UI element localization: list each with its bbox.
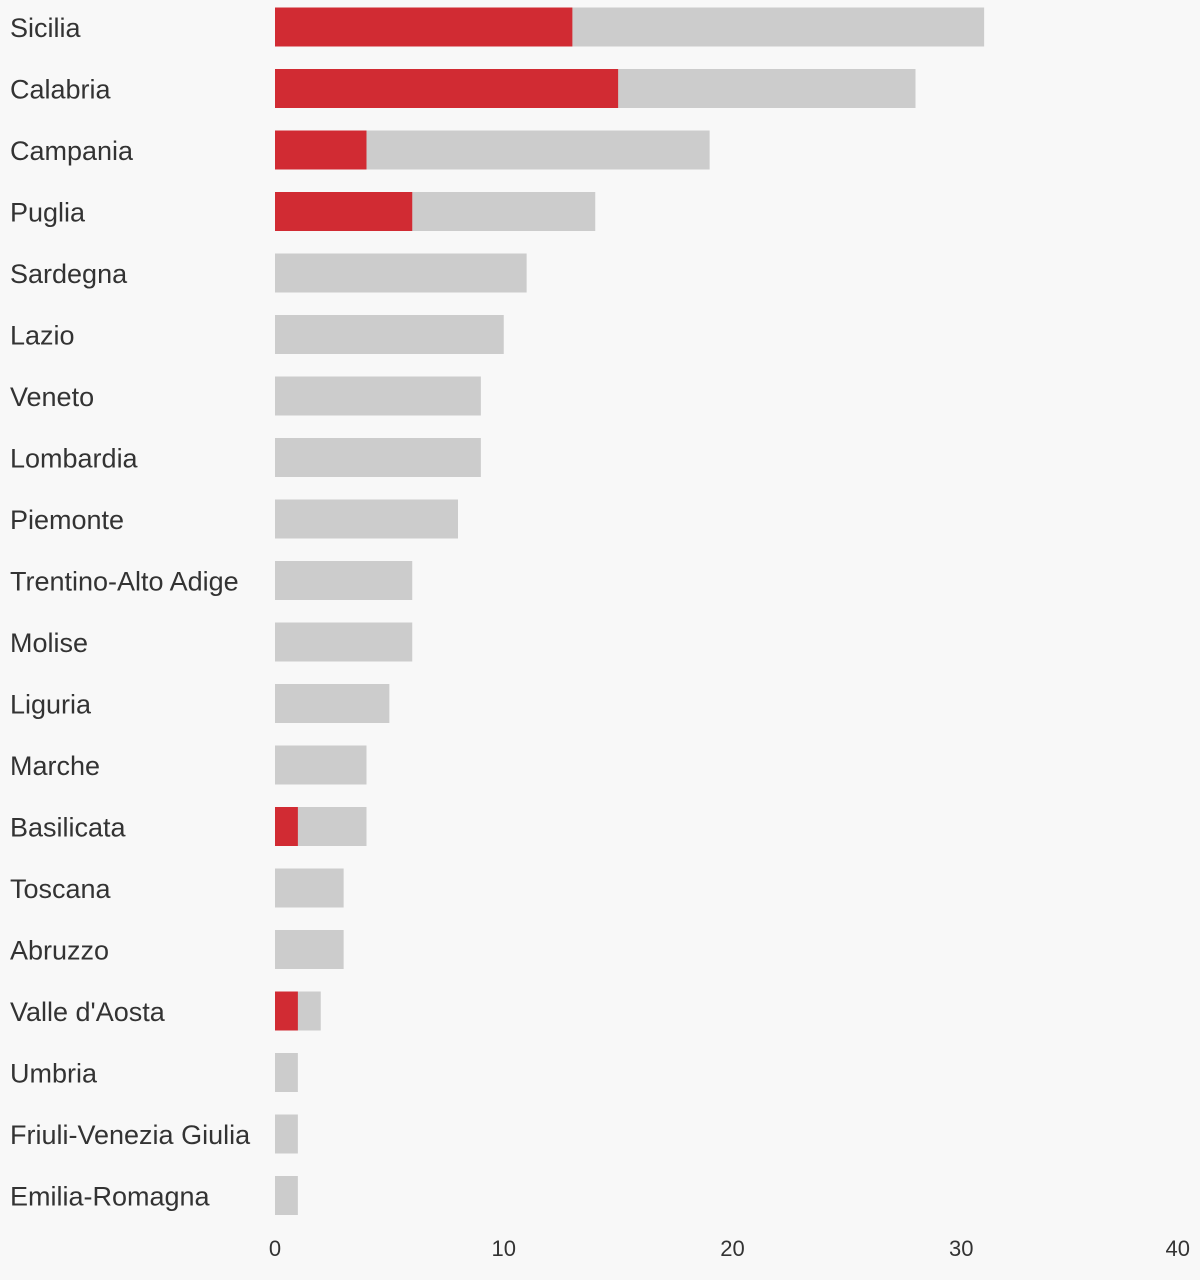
bars-layer: [275, 7, 985, 1215]
category-label-toscana: Toscana: [10, 874, 112, 904]
category-label-marche: Marche: [10, 751, 100, 781]
bar-series-0-toscana: [275, 868, 344, 908]
bar-series-1-campania: [275, 130, 367, 170]
x-tick-label-0: 0: [269, 1236, 281, 1261]
bar-series-1-basilicata: [275, 807, 298, 846]
x-axis-ticks: 0 10 20 30 40: [269, 1236, 1190, 1261]
category-label-basilicata: Basilicata: [10, 813, 127, 843]
bar-series-1-sicilia: [275, 7, 573, 47]
bar-series-1-puglia: [275, 192, 413, 231]
bar-series-0-friuli-venezia-giulia: [275, 1114, 298, 1154]
x-tick-label-30: 30: [949, 1236, 973, 1261]
bar-series-0-liguria: [275, 684, 390, 723]
x-tick-label-40: 40: [1166, 1236, 1190, 1261]
category-label-sicilia: Sicilia: [10, 13, 82, 43]
bar-series-1-calabria: [275, 69, 619, 108]
bar-series-0-sardegna: [275, 253, 527, 293]
category-label-sardegna: Sardegna: [10, 259, 128, 289]
bar-series-0-lazio: [275, 315, 504, 354]
category-label-lazio: Lazio: [10, 321, 75, 351]
bar-series-0-lombardia: [275, 438, 481, 477]
x-tick-label-10: 10: [492, 1236, 516, 1261]
category-label-liguria: Liguria: [10, 690, 92, 720]
category-labels: Sicilia Calabria Campania Puglia Sardegna Laz…: [10, 13, 251, 1212]
category-label-campania: Campania: [10, 136, 134, 166]
category-label-umbria: Umbria: [10, 1059, 98, 1089]
bar-series-0-umbria: [275, 1053, 298, 1092]
category-label-abruzzo: Abruzzo: [10, 936, 109, 966]
category-label-piemonte: Piemonte: [10, 505, 124, 535]
category-label-trentino-alto-adige: Trentino-Alto Adige: [10, 567, 239, 597]
bar-series-0-veneto: [275, 376, 481, 416]
category-label-valle-d-aosta: Valle d'Aosta: [10, 997, 166, 1027]
category-label-puglia: Puglia: [10, 198, 86, 228]
bar-series-1-valle-d-aosta: [275, 991, 298, 1031]
category-label-emilia-romagna: Emilia-Romagna: [10, 1182, 211, 1212]
bar-series-0-molise: [275, 622, 413, 662]
category-label-friuli-venezia-giulia: Friuli-Venezia Giulia: [10, 1120, 251, 1150]
category-label-veneto: Veneto: [10, 382, 94, 412]
bar-series-0-emilia-romagna: [275, 1176, 298, 1215]
bar-series-0-marche: [275, 745, 367, 785]
category-label-molise: Molise: [10, 628, 88, 658]
bar-series-0-abruzzo: [275, 930, 344, 969]
category-label-calabria: Calabria: [10, 75, 112, 105]
bar-series-0-trentino-alto-adige: [275, 561, 413, 600]
x-tick-label-20: 20: [720, 1236, 744, 1261]
bar-series-0-piemonte: [275, 499, 458, 539]
category-label-lombardia: Lombardia: [10, 444, 139, 474]
